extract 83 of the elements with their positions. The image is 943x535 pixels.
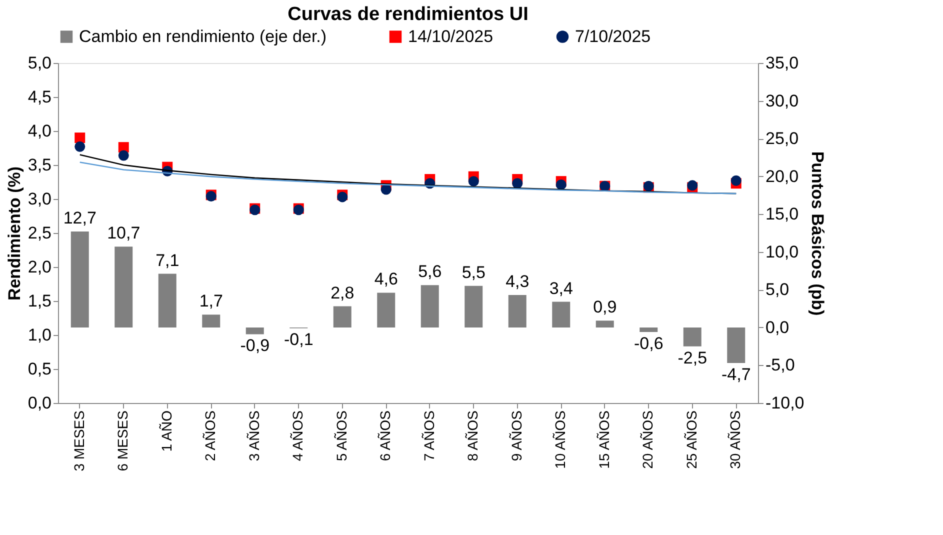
y-tick-label: 0,5 (28, 360, 52, 378)
bar (508, 294, 526, 328)
point (468, 176, 479, 187)
point (730, 175, 742, 186)
x-tick-label: 3 AÑOS (246, 410, 262, 462)
x-tick-label: 30 AÑOS (727, 410, 744, 469)
data-label: 3,4 (549, 278, 573, 298)
bar (114, 246, 133, 328)
point (74, 141, 86, 152)
y2-tick-label: 25,0 (766, 129, 799, 148)
y2-tick-label: 20,0 (766, 166, 799, 186)
x-tick-label: 15 AÑOS (596, 410, 612, 469)
data-label: -4,7 (721, 364, 751, 384)
x-tick-label: 5 AÑOS (333, 410, 350, 462)
legend-label: Cambio en rendimiento (eje der.) (79, 26, 327, 46)
bar (158, 274, 176, 328)
y-tick-label: 4,0 (28, 122, 52, 140)
x-tick-label: 6 AÑOS (377, 410, 394, 462)
data-label: 12,7 (63, 208, 96, 228)
y-tick-label: 1,0 (28, 326, 52, 344)
x-tick-label: 7 AÑOS (420, 410, 437, 462)
bar (377, 292, 396, 328)
bar (70, 231, 89, 328)
x-tick-label: 1 AÑO (158, 410, 174, 452)
data-label: 0,9 (593, 298, 617, 317)
y2-tick-label: 10,0 (766, 242, 799, 262)
bar (683, 327, 702, 346)
bar (202, 314, 220, 328)
data-label: -0,9 (240, 336, 270, 356)
line-series (79, 162, 737, 194)
point (512, 178, 523, 189)
point (74, 132, 86, 144)
legend-label: 7/10/2025 (575, 26, 651, 46)
data-label: -0,1 (284, 330, 314, 350)
data-label: 2,8 (330, 283, 354, 302)
data-label: 1,7 (199, 292, 223, 311)
bar (727, 327, 746, 363)
y2-tick-label: 35,0 (766, 54, 799, 72)
data-label: 5,6 (418, 262, 442, 282)
chart-title: Curvas de rendimientos UI (288, 4, 528, 25)
point (556, 179, 566, 190)
bar (333, 306, 352, 328)
y2-tick-label: 15,0 (766, 204, 799, 224)
bar (552, 302, 570, 328)
y2-tick-label: 0,0 (766, 318, 790, 337)
y2-tick-label: -10,0 (766, 394, 804, 412)
data-label: 4,3 (506, 272, 530, 291)
x-tick-label: 20 AÑOS (640, 410, 656, 469)
x-tick-label: 8 AÑOS (464, 410, 481, 462)
y-tick-label: 3,5 (28, 156, 52, 174)
x-tick-label: 25 AÑOS (683, 410, 700, 469)
bar (420, 285, 439, 328)
y-tick-label: 2,5 (28, 224, 52, 242)
y-tick-label: 4,5 (28, 88, 52, 106)
y-tick-label: 3,0 (28, 190, 52, 208)
bar (246, 327, 264, 334)
y2-tick-label: 5,0 (766, 280, 790, 300)
y2-tick-label: -5,0 (766, 356, 795, 375)
data-label: 5,5 (462, 262, 486, 282)
bar (596, 320, 614, 328)
data-label: -2,5 (678, 348, 708, 368)
bar (640, 327, 658, 332)
data-label: 4,6 (374, 270, 398, 289)
bar (464, 286, 483, 328)
y2-axis-title: Puntos Básicos (pb) (808, 151, 828, 316)
point (380, 184, 392, 195)
y-tick-label: 0,0 (28, 394, 52, 412)
point (118, 150, 129, 161)
y2-tick-label: 30,0 (766, 91, 799, 110)
x-tick-label: 2 AÑOS (202, 410, 218, 462)
x-tick-label: 10 AÑOS (552, 410, 568, 469)
data-label: 10,7 (107, 224, 140, 243)
x-tick-label: 4 AÑOS (290, 410, 306, 462)
y-tick-label: 5,0 (28, 54, 52, 72)
y-axis-title: Rendimiento (%) (4, 166, 24, 301)
x-tick-label: 6 MESES (114, 410, 131, 472)
x-tick-label: 3 MESES (70, 410, 87, 472)
y-tick-label: 2,0 (28, 258, 52, 276)
y-tick-label: 1,5 (28, 292, 52, 310)
data-label: -0,6 (634, 334, 664, 353)
x-tick-label: 9 AÑOS (508, 410, 524, 462)
data-label: 7,1 (156, 250, 180, 270)
legend-label: 14/10/2025 (408, 26, 494, 46)
